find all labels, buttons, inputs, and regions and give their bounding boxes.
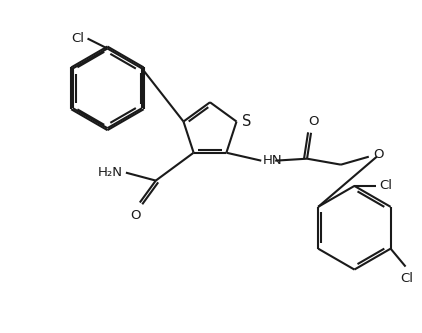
Text: O: O [373,148,383,161]
Text: O: O [130,209,141,222]
Text: O: O [308,115,318,128]
Text: Cl: Cl [379,179,392,192]
Text: S: S [241,114,251,129]
Text: Cl: Cl [72,32,84,45]
Text: HN: HN [263,154,283,167]
Text: H₂N: H₂N [98,166,123,179]
Text: Cl: Cl [400,271,413,285]
